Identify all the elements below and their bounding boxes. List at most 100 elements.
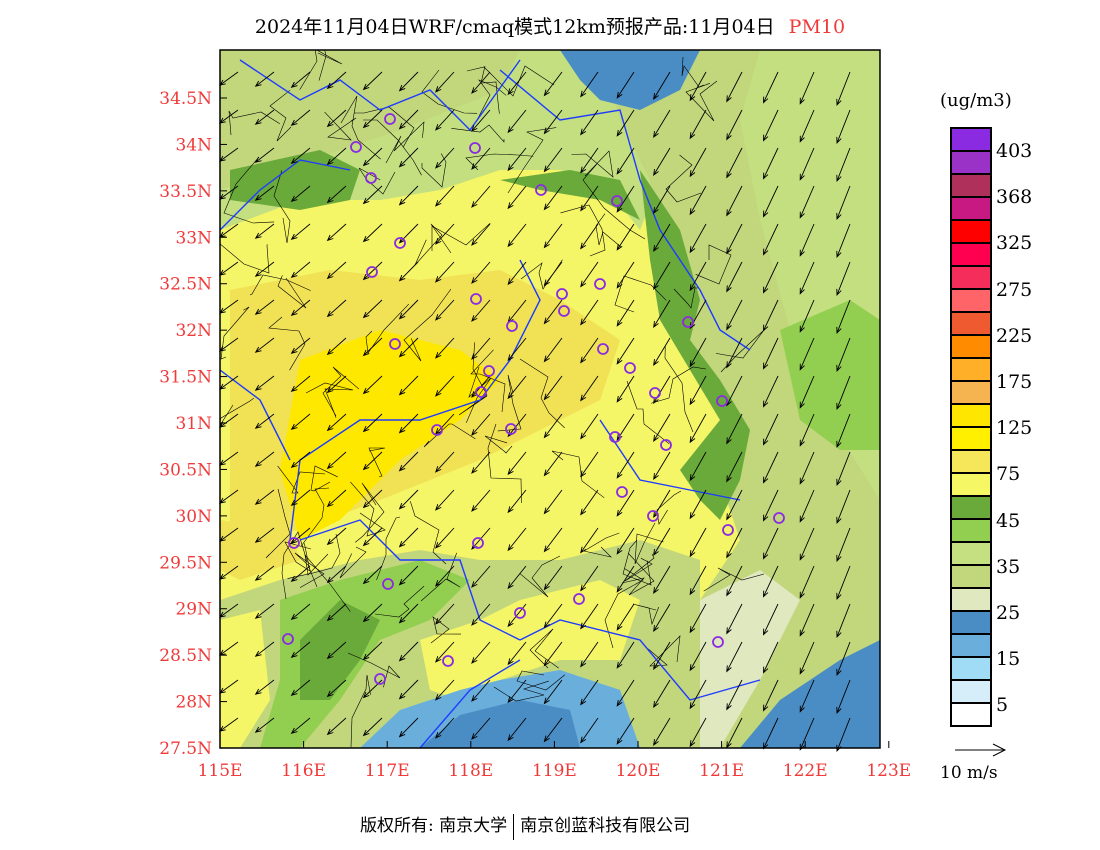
- station-marker[interactable]: [609, 431, 621, 443]
- station-marker[interactable]: [514, 607, 526, 619]
- footer: 版权所有: 南京大学 南京创蓝科技有限公司: [360, 811, 690, 840]
- station-marker[interactable]: [282, 633, 294, 645]
- wind-arrow: [398, 717, 419, 738]
- station-marker[interactable]: [483, 365, 495, 377]
- legend-swatch: [952, 474, 990, 497]
- lon-tick-label: 123E: [866, 761, 911, 781]
- wind-arrow: [471, 71, 491, 94]
- wind-arrow: [326, 413, 347, 432]
- station-marker[interactable]: [597, 343, 609, 355]
- wind-arrow: [362, 71, 383, 91]
- station-marker[interactable]: [475, 386, 487, 398]
- wind-arrow: [290, 71, 311, 89]
- wind-arrow: [326, 109, 347, 128]
- station-marker[interactable]: [716, 395, 728, 407]
- wind-arrow: [435, 679, 455, 701]
- wind-arrow: [616, 717, 635, 745]
- station-marker[interactable]: [558, 305, 570, 317]
- wind-arrow: [398, 147, 419, 168]
- wind-arrow: [435, 565, 455, 587]
- station-marker[interactable]: [384, 113, 396, 125]
- legend-swatch: [952, 612, 990, 635]
- station-marker[interactable]: [470, 293, 482, 305]
- station-marker[interactable]: [535, 184, 547, 196]
- wind-arrow: [763, 565, 779, 598]
- wind-arrow: [726, 337, 743, 369]
- wind-arrow: [507, 489, 527, 514]
- wind-arrow: [254, 185, 275, 201]
- wind-arrow: [543, 641, 563, 667]
- wind-arrow: [507, 185, 527, 210]
- station-marker[interactable]: [616, 486, 628, 498]
- legend-label: 225: [996, 324, 1033, 347]
- station-marker[interactable]: [506, 320, 518, 332]
- wind-arrow: [543, 185, 563, 211]
- legend-swatch: [952, 635, 990, 658]
- station-marker[interactable]: [431, 424, 443, 436]
- divider: [513, 813, 515, 840]
- wind-arrow: [799, 717, 815, 751]
- wind-arrow: [507, 565, 527, 590]
- wind-arrow: [218, 603, 239, 618]
- lon-tick-label: 119E: [532, 761, 577, 781]
- station-marker[interactable]: [660, 439, 672, 451]
- wind-arrow: [435, 603, 455, 625]
- wind-arrow: [218, 717, 239, 732]
- legend-label: 5: [996, 694, 1009, 717]
- wind-arrow: [435, 147, 455, 169]
- station-marker[interactable]: [773, 512, 785, 524]
- wind-arrow: [799, 185, 815, 219]
- wind-arrow: [580, 641, 599, 668]
- station-marker[interactable]: [394, 237, 406, 249]
- wind-arrow: [254, 147, 275, 163]
- wind-arrow: [218, 641, 239, 656]
- station-marker[interactable]: [472, 537, 484, 549]
- wind-arrow: [689, 261, 707, 292]
- wind-arrow: [435, 717, 455, 739]
- lat-tick-label: 27.5N: [159, 739, 212, 759]
- wind-arrow: [471, 147, 491, 170]
- station-marker[interactable]: [722, 524, 734, 536]
- station-marker[interactable]: [374, 673, 386, 685]
- wind-arrow: [763, 375, 779, 408]
- station-marker[interactable]: [649, 387, 661, 399]
- wind-arrow: [435, 185, 455, 207]
- legend-swatch: [952, 244, 990, 267]
- wind-arrow: [254, 413, 275, 429]
- wind-arrow: [398, 603, 419, 624]
- station-marker[interactable]: [288, 537, 300, 549]
- legend-label: 175: [996, 371, 1033, 393]
- station-marker[interactable]: [712, 636, 724, 648]
- station-marker[interactable]: [682, 316, 694, 328]
- station-marker[interactable]: [611, 195, 623, 207]
- wind-arrow: [362, 109, 383, 129]
- wind-arrow: [398, 641, 419, 662]
- wind-arrow: [543, 109, 563, 135]
- wind-arrow: [290, 451, 311, 469]
- station-marker[interactable]: [389, 338, 401, 350]
- station-marker[interactable]: [365, 172, 377, 184]
- wind-arrow: [218, 375, 239, 390]
- station-marker[interactable]: [350, 141, 362, 153]
- station-marker[interactable]: [382, 578, 394, 590]
- legend-swatch: [952, 451, 990, 474]
- station-marker[interactable]: [505, 423, 517, 435]
- wind-arrow: [254, 375, 275, 391]
- station-marker[interactable]: [624, 362, 636, 374]
- station-marker[interactable]: [647, 510, 659, 522]
- lon-tick-label: 115E: [198, 761, 243, 781]
- wind-arrow: [362, 717, 383, 737]
- wind-arrow: [836, 603, 851, 638]
- title-text: 2024年11月04日WRF/cmaq模式12km预报产品:11月04日: [254, 16, 775, 38]
- wind-arrow: [616, 375, 635, 403]
- station-marker[interactable]: [469, 142, 481, 154]
- station-marker[interactable]: [573, 593, 585, 605]
- wind-arrow: [653, 223, 671, 252]
- station-marker[interactable]: [366, 266, 378, 278]
- wind-arrow: [799, 641, 815, 675]
- station-marker[interactable]: [594, 278, 606, 290]
- station-marker[interactable]: [556, 288, 568, 300]
- station-marker[interactable]: [442, 655, 454, 667]
- wind-arrow: [836, 451, 851, 486]
- map-frame: [219, 49, 881, 749]
